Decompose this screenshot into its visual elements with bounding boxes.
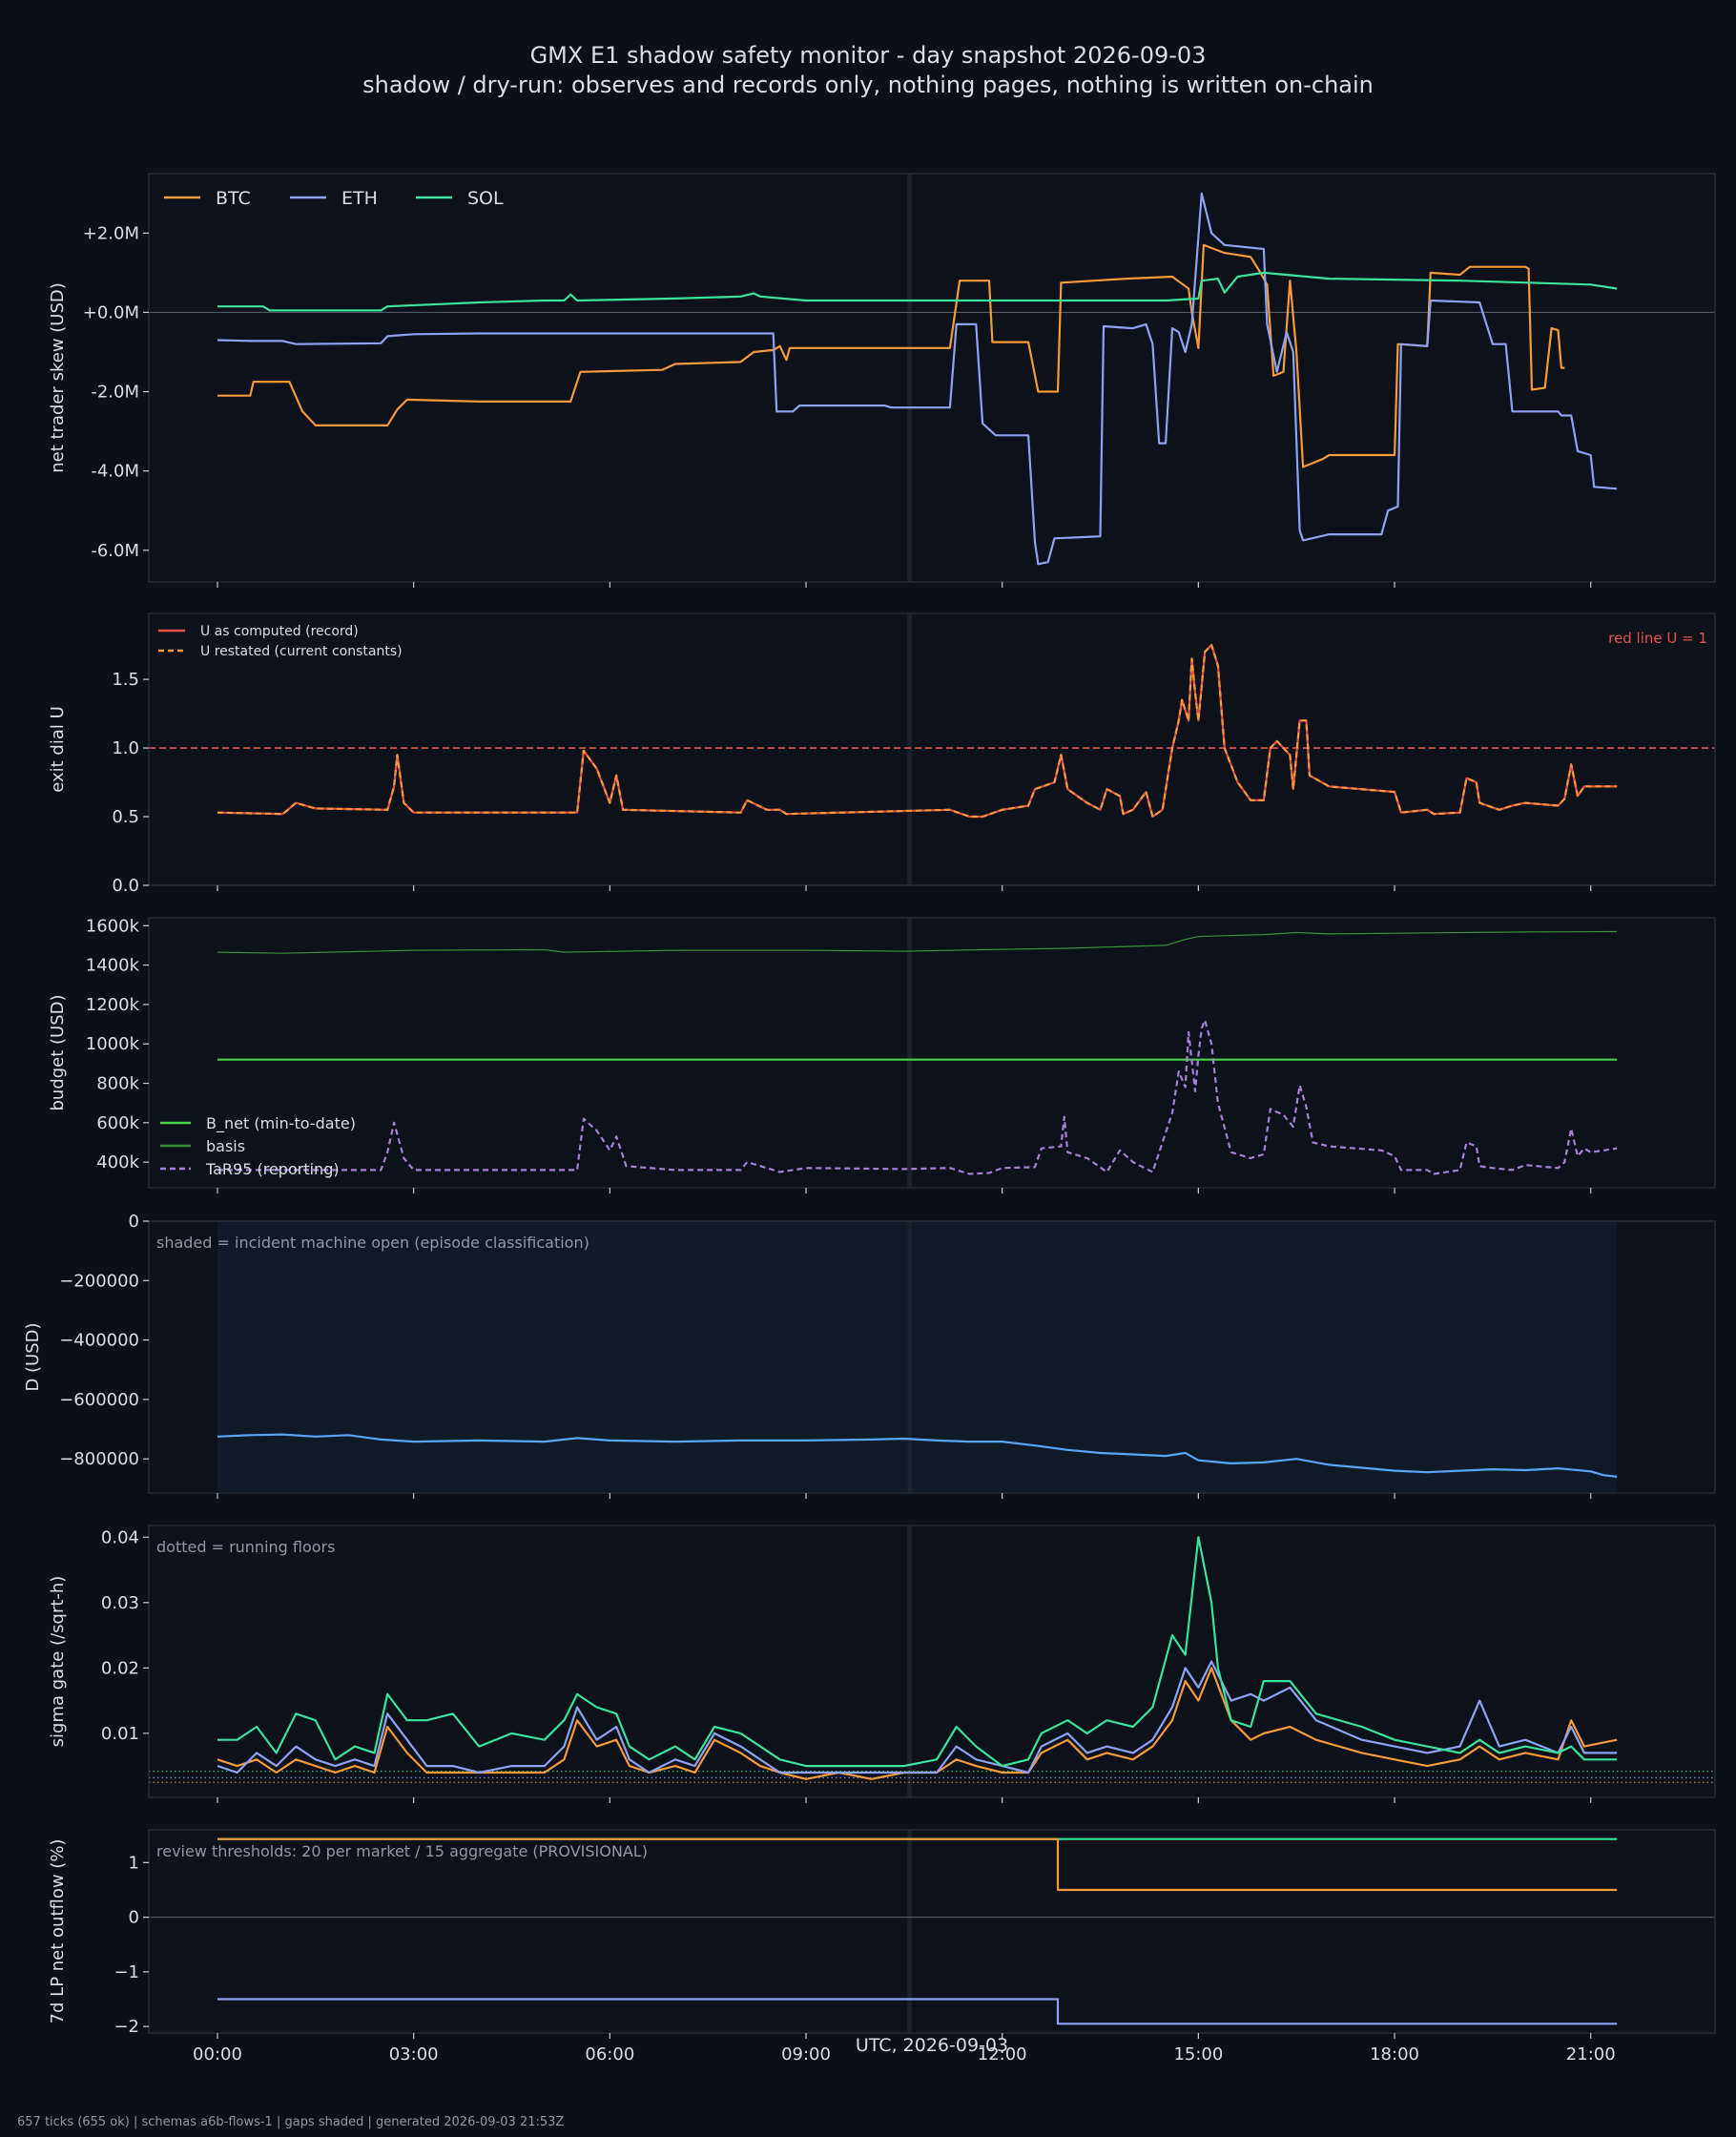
y-axis-label: sigma gate (/sqrt-h) <box>48 1576 68 1748</box>
data-gap-shading <box>907 918 913 1188</box>
y-tick-label: 800k <box>96 1074 139 1094</box>
plot-frame <box>148 1829 1716 2034</box>
y-tick-label: −1 <box>114 1962 139 1982</box>
x-tick-label: 03:00 <box>389 2044 439 2064</box>
panel-exit_dial: red line U = 1 0.0 0.5 1.0 1.5 exit dial U U a… <box>48 612 1716 896</box>
series-line-eth <box>217 1998 1618 2025</box>
y-tick-label: −400000 <box>59 1331 139 1351</box>
figure-title: GMX E1 shadow safety monitor - day snaps… <box>530 42 1207 69</box>
panel-sigma_gate: 0.01 0.02 0.03 0.04 sigma gate (/sqrt-h) dott… <box>48 1525 1716 1803</box>
panel-annotation: shaded = incident machine open (episode … <box>156 1234 589 1252</box>
y-tick-label: −600000 <box>59 1390 139 1410</box>
series-line-btc <box>217 243 1565 468</box>
plot-frame <box>148 1525 1716 1798</box>
y-tick-label: 400k <box>96 1152 139 1172</box>
y-tick-label: 0.03 <box>101 1593 139 1613</box>
y-tick-label: 0.01 <box>101 1724 139 1744</box>
plot-frame <box>148 173 1716 583</box>
x-tick-label: 00:00 <box>193 2044 242 2064</box>
y-tick-label: 1600k <box>86 916 140 936</box>
y-tick-label: 0 <box>129 1212 139 1232</box>
legend-label: B_net (min-to-date) <box>206 1114 356 1133</box>
series-line-basis <box>217 930 1618 954</box>
x-tick-label: 12:00 <box>978 2044 1027 2064</box>
x-tick-label: 09:00 <box>781 2044 831 2064</box>
y-tick-label: −800000 <box>59 1449 139 1469</box>
plot-area <box>149 174 1715 582</box>
y-tick-label: −2 <box>114 2017 139 2037</box>
series-line-sol <box>217 1536 1618 1768</box>
y-tick-label: 1 <box>129 1853 139 1873</box>
legend-label: U restated (current constants) <box>200 644 403 659</box>
y-tick-label: -4.0M <box>91 462 139 482</box>
plot-frame <box>148 917 1716 1189</box>
y-tick-label: 1.5 <box>112 670 139 690</box>
plot-frame <box>148 612 1716 886</box>
data-gap-shading <box>907 1221 913 1493</box>
y-tick-label: +2.0M <box>83 223 139 243</box>
footer-status: 657 ticks (655 ok) | schemas a6b-flows-1… <box>17 2115 564 2129</box>
legend-label: TaR95 (reporting) <box>205 1160 340 1178</box>
data-gap-shading <box>907 1830 913 2033</box>
legend-label: SOL <box>467 188 504 209</box>
y-tick-label: −200000 <box>59 1271 139 1291</box>
series-line-btc <box>217 1837 1618 1892</box>
x-tick-label: 18:00 <box>1370 2044 1419 2064</box>
data-gap-shading <box>907 613 913 885</box>
y-tick-label: 0.5 <box>112 807 139 827</box>
x-axis-label: UTC, 2026-09-03 <box>856 2035 1008 2056</box>
y-axis-label: net trader skew (USD) <box>48 282 68 473</box>
panel-drawdown: 0 −200000 −400000 −600000 −800000 D (USD) shad… <box>23 1212 1716 1499</box>
y-tick-label: -6.0M <box>91 541 139 561</box>
y-tick-label: 0.04 <box>101 1527 139 1547</box>
series-line-eth <box>217 1660 1618 1774</box>
figure-subtitle: shadow / dry-run: observes and records o… <box>362 72 1374 98</box>
y-tick-label: 1200k <box>86 995 140 1015</box>
series-line-eth <box>217 192 1618 566</box>
y-axis-label: 7d LP net outflow (%) <box>48 1839 68 2024</box>
plot-area <box>149 613 1715 885</box>
panel-skew: +2.0M +0.0M -2.0M -4.0M -6.0M net trader skew… <box>48 173 1716 588</box>
x-tick-label: 21:00 <box>1566 2044 1616 2064</box>
y-tick-label: 1.0 <box>112 738 139 758</box>
y-axis-label: budget (USD) <box>48 994 68 1110</box>
y-tick-label: 1000k <box>86 1034 140 1054</box>
panels: +2.0M +0.0M -2.0M -4.0M -6.0M net trader skew… <box>23 173 1716 2064</box>
y-tick-label: +0.0M <box>83 302 139 322</box>
series-line-d <box>217 1433 1618 1478</box>
incident-shading <box>217 1221 1618 1493</box>
data-gap-shading <box>907 1525 913 1797</box>
panel-annotation: dotted = running floors <box>156 1538 335 1556</box>
y-tick-label: 600k <box>96 1113 139 1133</box>
series-line-u-restated-current-constants- <box>217 644 1618 819</box>
y-tick-label: 0 <box>129 1908 139 1928</box>
x-tick-label: 06:00 <box>585 2044 634 2064</box>
legend-label: BTC <box>216 188 251 209</box>
panel-budget: 400k 600k 800k 1000k 1200k 1400k 1600k budget (… <box>48 916 1716 1193</box>
y-tick-label: 0.0 <box>112 876 139 896</box>
y-axis-label: D (USD) <box>23 1322 43 1391</box>
y-axis-label: exit dial U <box>48 706 68 793</box>
legend-label: basis <box>206 1137 245 1155</box>
series-line-sol <box>217 271 1618 312</box>
legend-label: U as computed (record) <box>200 624 359 639</box>
y-tick-label: -2.0M <box>91 383 139 403</box>
y-tick-label: 1400k <box>86 956 140 976</box>
red-line-label: red line U = 1 <box>1608 630 1707 647</box>
plot-frame <box>148 1220 1716 1494</box>
plot-area <box>149 1525 1715 1797</box>
panel-lp_outflow: −2 −1 0 1 7d LP net outflow (%) review thresh… <box>48 1829 1716 2064</box>
y-tick-label: 0.02 <box>101 1658 139 1678</box>
series-line-tar95-reporting- <box>217 1019 1618 1175</box>
data-gap-shading <box>907 174 913 582</box>
plot-area <box>149 918 1715 1188</box>
legend-label: ETH <box>341 188 378 209</box>
x-tick-label: 15:00 <box>1173 2044 1223 2064</box>
panel-annotation: review thresholds: 20 per market / 15 ag… <box>156 1842 648 1860</box>
